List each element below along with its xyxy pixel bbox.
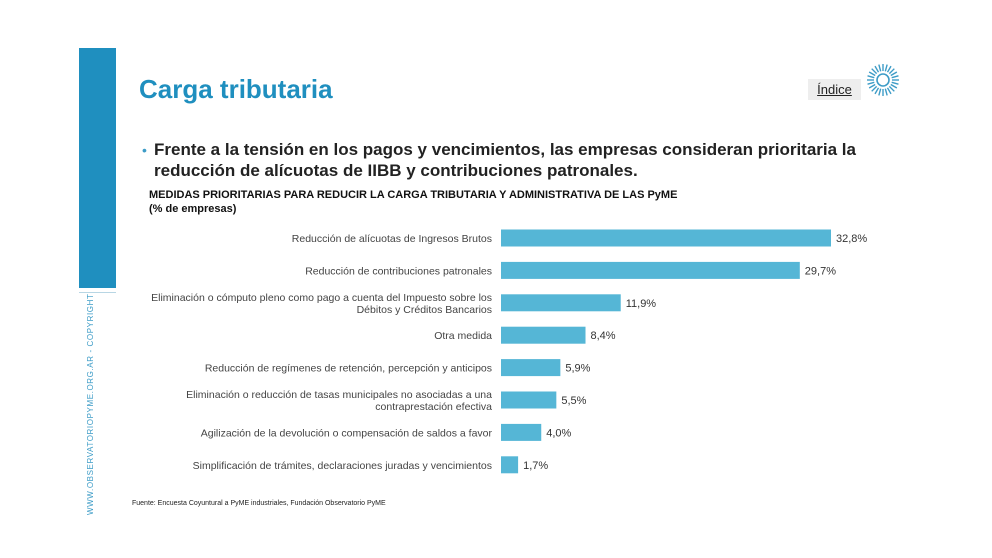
category-label: Agilización de la devolución o compensac… (201, 427, 493, 439)
category-label: Reducción de contribuciones patronales (305, 265, 492, 277)
category-label: Eliminación o cómputo pleno como pago a … (151, 292, 492, 316)
data-label: 5,5% (561, 395, 586, 407)
logo-ray (888, 68, 895, 75)
bullet-text: Frente a la tensión en los pagos y venci… (154, 140, 856, 180)
sidebar-banner: RESULTADOS ENCUESTA COYUNTURAL (79, 48, 116, 473)
logo-ray (874, 87, 880, 95)
logo-ray (868, 71, 876, 77)
bar (501, 423, 542, 441)
side-url[interactable]: WWW.OBSERVATORIOPYME.ORG.AR - COPYRIGHT (86, 293, 95, 516)
chart-title: MEDIDAS PRIORITARIAS PARA REDUCIR LA CAR… (149, 188, 677, 216)
category-label: Reducción de alícuotas de Ingresos Bruto… (292, 233, 492, 245)
logo-ray (891, 75, 899, 79)
logo-ray (886, 87, 892, 95)
category-label: Simplificación de trámites, declaracione… (193, 460, 492, 472)
bullet-icon: • (142, 142, 147, 158)
data-label: 5,9% (565, 363, 590, 375)
logo-ray (871, 85, 878, 92)
bar (501, 359, 561, 377)
logo-ray (874, 65, 880, 73)
bar (501, 229, 831, 247)
bar (501, 391, 557, 409)
data-label: 11,9% (626, 298, 657, 310)
logo-ray (886, 65, 892, 73)
indice-button[interactable]: Índice (808, 79, 861, 100)
logo-ray (888, 85, 895, 92)
logo-ray (884, 88, 888, 96)
data-label: 4,0% (546, 427, 571, 439)
category-label: Otra medida (434, 330, 492, 342)
data-label: 29,7% (805, 265, 836, 277)
bar-chart: 32,8% Reducción de alícuotas de Ingresos … (151, 229, 867, 474)
category-label: Eliminación o reducción de tasas municip… (186, 389, 492, 413)
data-label: 8,4% (591, 330, 616, 342)
logo-ray (884, 64, 888, 72)
chart-title-text: MEDIDAS PRIORITARIAS PARA REDUCIR LA CAR… (149, 189, 678, 201)
sidebar-divider (79, 292, 116, 293)
category-label: Reducción de regímenes de retención, per… (205, 363, 492, 375)
logo-ray (867, 75, 875, 79)
data-label: 1,7% (523, 460, 548, 472)
logo-ray (878, 88, 882, 96)
bar (501, 294, 621, 312)
logo-ray (871, 68, 878, 75)
bar (501, 326, 586, 344)
logo-ray (890, 71, 898, 77)
page-title: Carga tributaria (139, 74, 333, 104)
data-label: 32,8% (836, 233, 867, 245)
logo-ray (867, 81, 875, 85)
logo-ray (890, 83, 898, 89)
logo-ray (891, 81, 899, 85)
chart-subtitle: (% de empresas) (149, 203, 237, 215)
logo-icon (867, 64, 899, 96)
logo-ray (868, 83, 876, 89)
source-note: Fuente: Encuesta Coyuntural a PyME indus… (132, 500, 386, 507)
bar (501, 261, 800, 279)
bar (501, 456, 519, 474)
logo-ray (878, 64, 882, 72)
